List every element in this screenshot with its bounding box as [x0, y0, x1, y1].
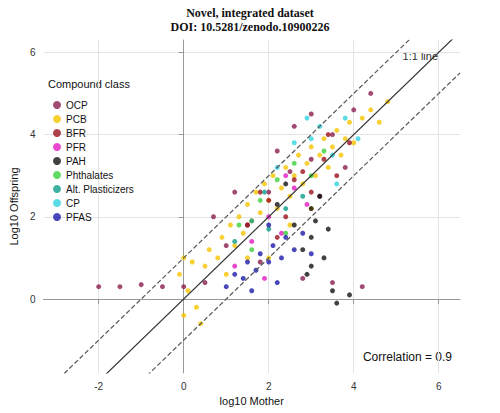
svg-text:2: 2: [266, 381, 272, 392]
svg-text:-2: -2: [94, 381, 103, 392]
svg-text:PCB: PCB: [66, 114, 87, 125]
svg-text:Novel, integrated dataset: Novel, integrated dataset: [186, 6, 314, 20]
svg-text:6: 6: [436, 381, 442, 392]
svg-text:Compound class: Compound class: [48, 78, 130, 90]
svg-text:Phthalates: Phthalates: [66, 170, 113, 181]
svg-text:PFAS: PFAS: [66, 212, 92, 223]
svg-text:0: 0: [181, 381, 187, 392]
svg-text:Alt. Plasticizers: Alt. Plasticizers: [66, 184, 134, 195]
svg-text:2: 2: [30, 211, 36, 222]
svg-text:4: 4: [30, 129, 36, 140]
svg-text:4: 4: [351, 381, 357, 392]
svg-text:log10 Mother: log10 Mother: [220, 395, 285, 407]
svg-text:0: 0: [30, 294, 36, 305]
svg-text:PFR: PFR: [66, 142, 86, 153]
svg-text:1:1 line: 1:1 line: [403, 50, 438, 62]
svg-text:PAH: PAH: [66, 156, 86, 167]
svg-text:Correlation = 0.9: Correlation = 0.9: [362, 350, 452, 364]
svg-text:CP: CP: [66, 198, 80, 209]
svg-text:Log10 Offspring: Log10 Offspring: [8, 167, 20, 245]
svg-text:BFR: BFR: [66, 128, 86, 139]
svg-text:6: 6: [30, 47, 36, 58]
svg-text:DOI: 10.5281/zenodo.10900226: DOI: 10.5281/zenodo.10900226: [171, 20, 330, 34]
svg-text:OCP: OCP: [66, 100, 88, 111]
